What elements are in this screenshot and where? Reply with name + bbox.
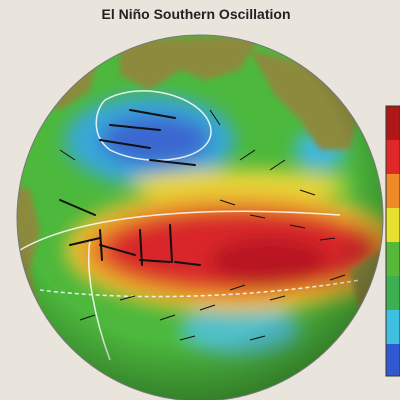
- globe: [17, 35, 383, 400]
- color-bar-part: [386, 310, 400, 344]
- color-bar-part: [386, 140, 400, 174]
- color-bar-part: [386, 208, 400, 242]
- color-bar-part: [386, 242, 400, 276]
- color-bar-part: [386, 344, 400, 376]
- color-bar-part: [386, 174, 400, 208]
- globe-outline: [16, 34, 384, 400]
- color-bar: [385, 105, 400, 377]
- color-bar-part: [386, 276, 400, 310]
- color-bar-part: [386, 106, 400, 140]
- title: El Niño Southern Oscillation: [101, 6, 290, 22]
- color-bar-part: [385, 105, 400, 377]
- globe-shading: [17, 35, 383, 400]
